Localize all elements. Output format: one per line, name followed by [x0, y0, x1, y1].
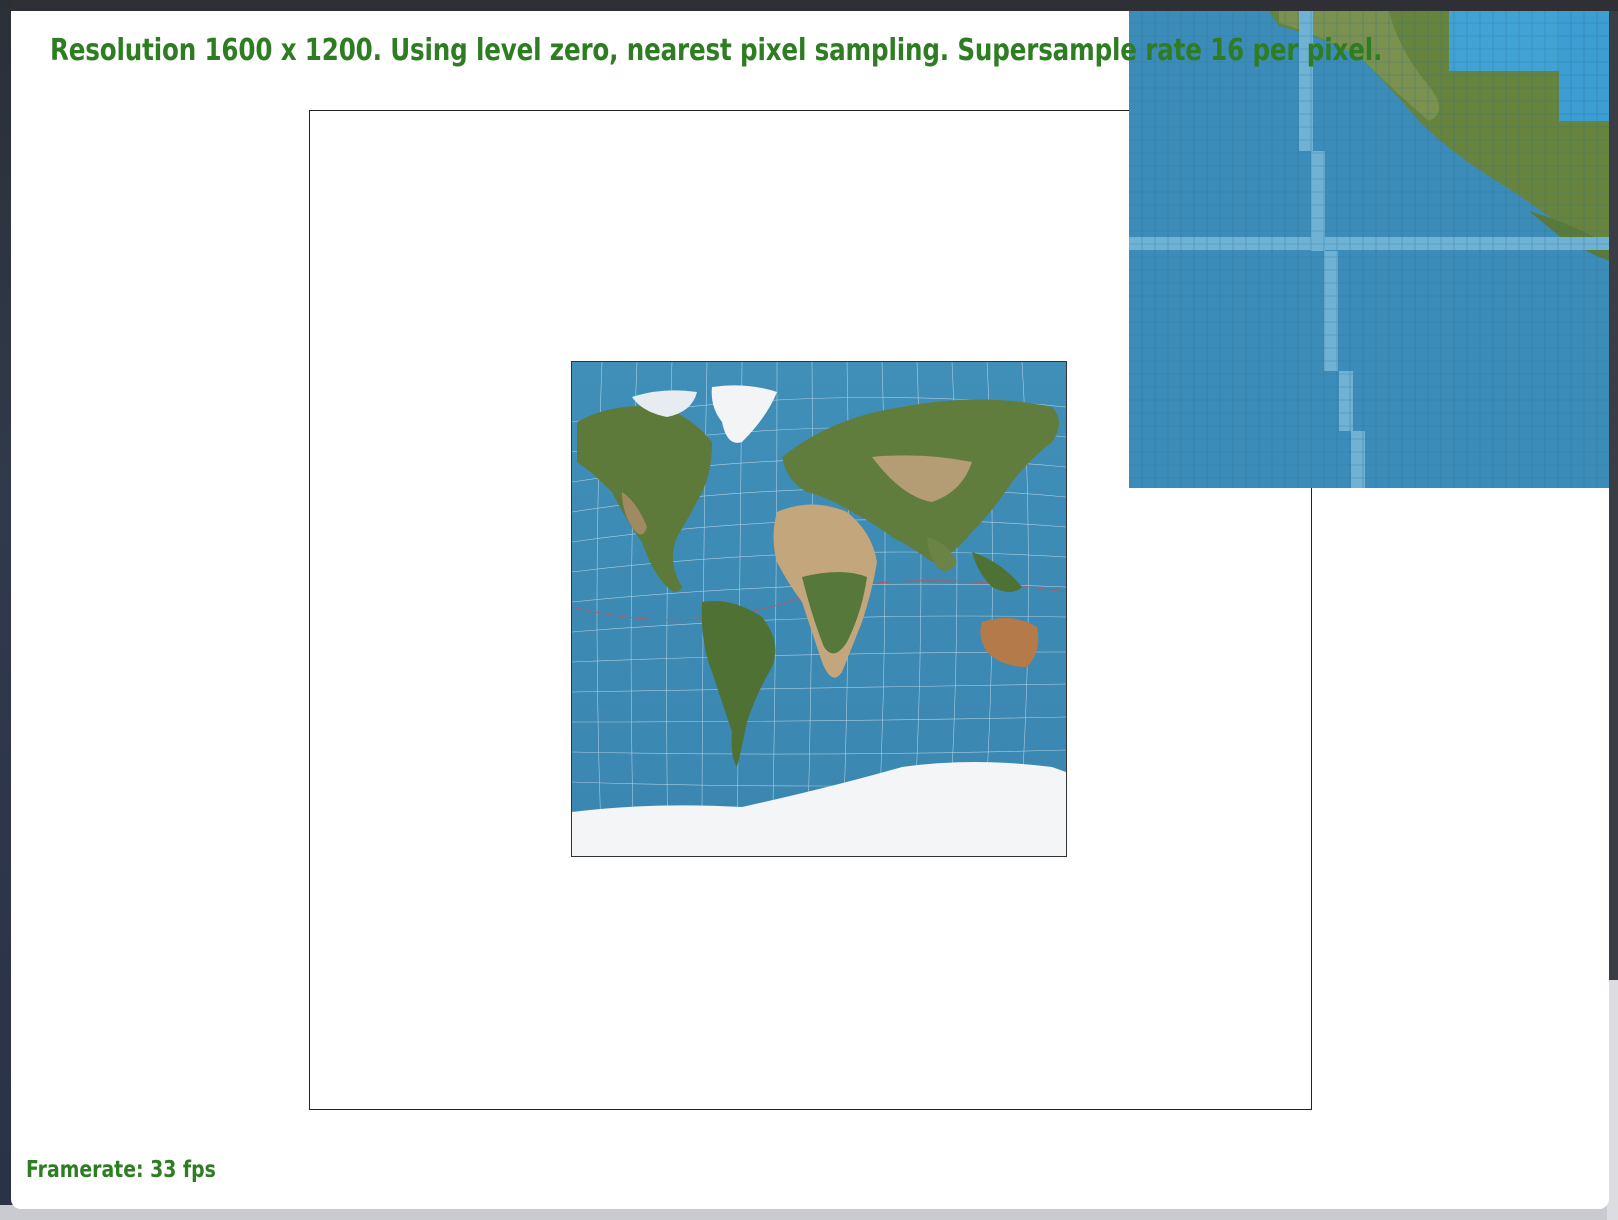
desktop-top-strip: [0, 0, 1618, 11]
rasterizer-window[interactable]: Resolution 1600 x 1200. Using level zero…: [11, 11, 1609, 1209]
desktop-left-strip: [0, 0, 11, 1220]
status-info-text: Resolution 1600 x 1200. Using level zero…: [50, 33, 1383, 68]
zoomed-pixels-image: [1129, 11, 1609, 488]
world-map-texture: [571, 361, 1067, 857]
pixel-zoom-inset: [1129, 11, 1609, 488]
desktop-right-strip: [1607, 980, 1618, 1220]
world-map-image: [572, 362, 1066, 856]
framerate-readout: Framerate: 33 fps: [26, 1157, 216, 1183]
